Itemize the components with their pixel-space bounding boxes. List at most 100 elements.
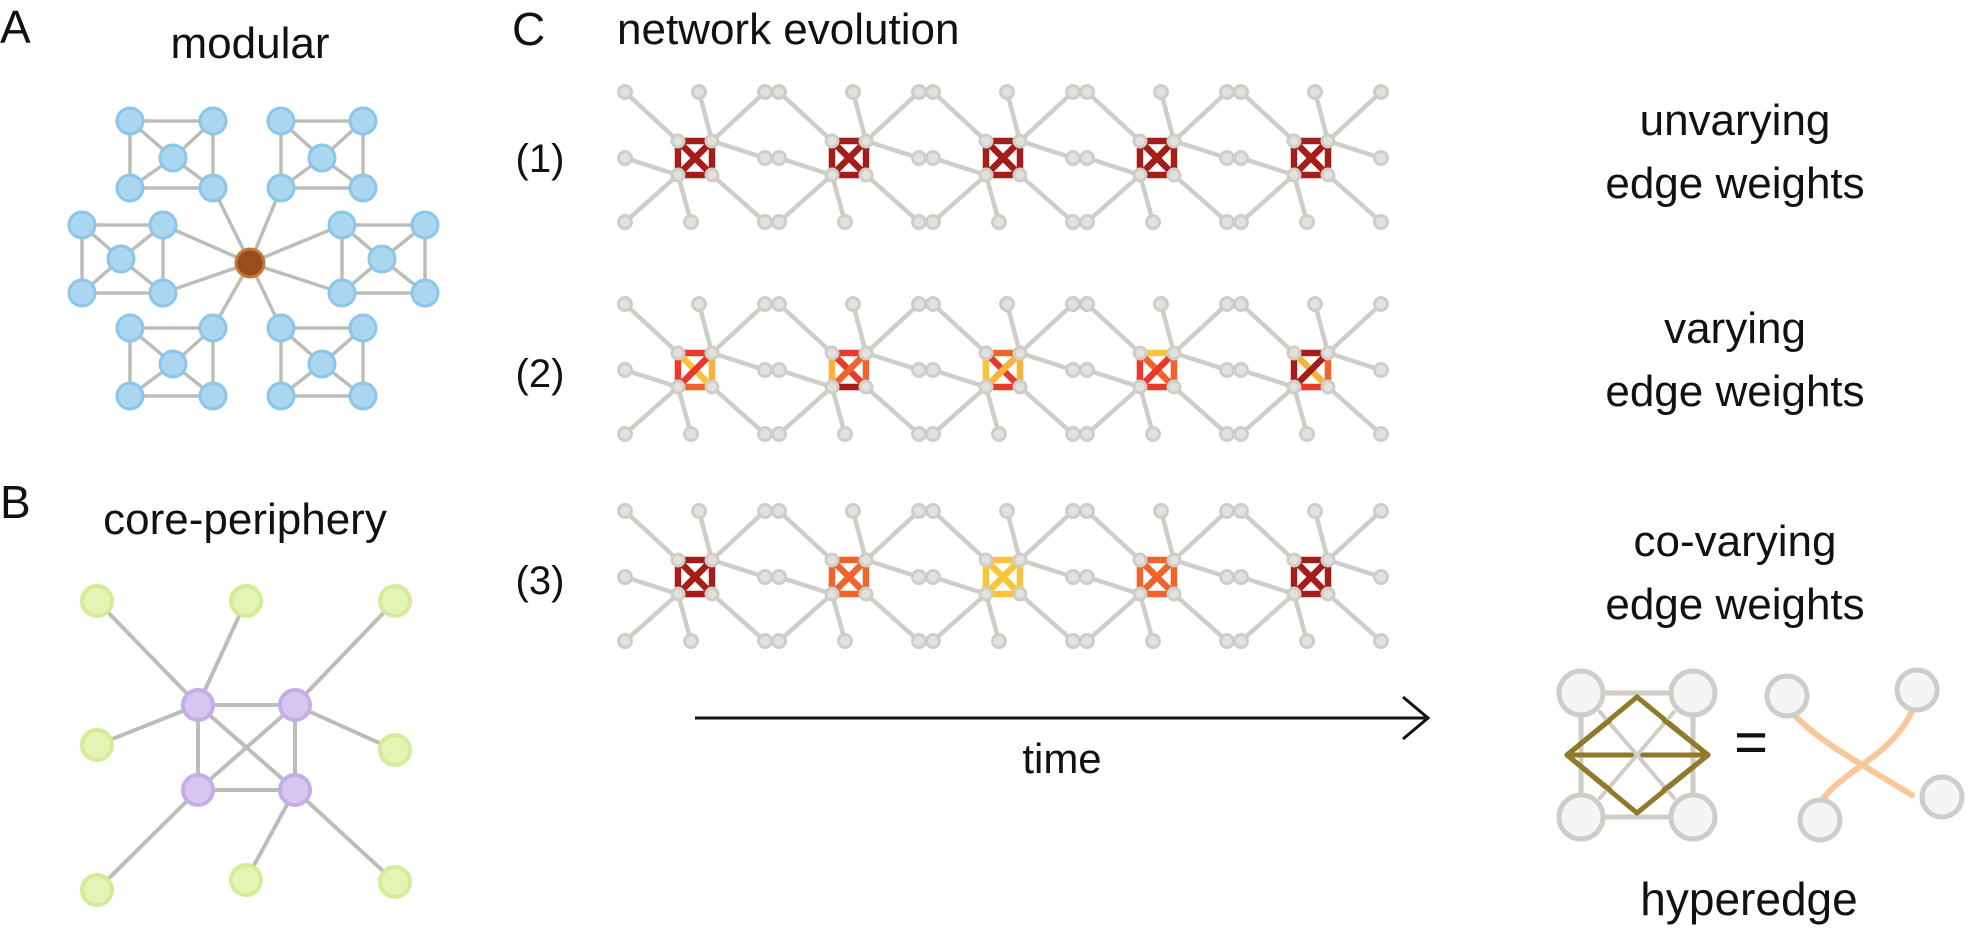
periphery-node [1065,426,1081,442]
core-node [1286,379,1302,395]
spoke-edge [1325,557,1384,580]
periphery-node [1233,214,1249,230]
periphery-node [1065,214,1081,230]
periphery-node [1079,633,1095,649]
core-node [1132,133,1148,149]
network-frame [1233,296,1389,442]
hub-edge [248,223,344,265]
periphery-node [911,362,927,378]
module-node [307,143,337,173]
core-weighted-edge [982,349,1024,391]
core-node [1012,345,1028,361]
spoke-edge [1171,384,1230,437]
spoke-edge [622,172,681,225]
core-node [858,552,874,568]
periphery-node [757,362,773,378]
spoke-edge [1017,138,1076,161]
hyperedge-gray-diagonal [1598,710,1676,800]
core-node [824,379,840,395]
periphery-edge [293,788,397,884]
periphery-node [999,84,1015,100]
core-node [1012,167,1028,183]
periphery-node [845,84,861,100]
spoke-edge [1084,591,1143,644]
periphery-node [1145,633,1161,649]
spoke-edge [829,384,848,437]
core-weighted-edge [1136,137,1178,179]
periphery-node [1153,84,1169,100]
hyperedge-illustration [1556,667,1965,843]
spoke-edge [1325,384,1384,437]
spoke-edge [863,172,922,225]
spoke-edge [696,508,715,563]
module-node [67,210,97,240]
module-node [327,210,357,240]
core-node [1132,345,1148,361]
spoke-edge [622,591,681,644]
network-frame [771,296,927,442]
periphery-node [837,214,853,230]
periphery-node [1233,362,1249,378]
core-node [1012,133,1028,149]
spoke-edge [1312,301,1331,356]
periphery-node [378,584,412,618]
spoke-edge [1017,508,1076,563]
periphery-node [771,503,787,519]
hyperedge-olive-edge [1564,752,1613,793]
periphery-node [1145,214,1161,230]
hyperedge-node [1556,668,1606,718]
spoke-edge [1004,508,1023,563]
periphery-node [1233,426,1249,442]
periphery-node [757,150,773,166]
spoke-edge [1325,301,1384,356]
spoke-edge [930,172,989,225]
spoke-edge [1171,89,1230,144]
core-weighted-edge [828,556,870,598]
hyperedge-node [1556,792,1606,842]
spoke-edge [1158,301,1177,356]
periphery-node [991,426,1007,442]
core-node [1012,379,1028,395]
row-2-label: (2) [516,352,565,396]
periphery-node [911,84,927,100]
spoke-edge [1137,384,1156,437]
periphery-edge [244,788,297,882]
core-node [1012,552,1028,568]
periphery-node [617,569,633,585]
core-weighted-edge [982,137,1024,179]
spoke-edge [1291,172,1310,225]
periphery-node [1219,503,1235,519]
periphery-edge [95,703,200,747]
spoke-edge [983,384,1002,437]
periphery-node [1079,362,1095,378]
core-node [181,773,215,807]
module-node [348,313,378,343]
periphery-node [691,503,707,519]
core-node [181,688,215,722]
periphery-node [1219,150,1235,166]
periphery-node [925,150,941,166]
spoke-edge [1017,384,1076,437]
spoke-edge [930,508,989,563]
periphery-node [1373,426,1389,442]
periphery-node [1373,362,1389,378]
panel-a-title: modular [171,19,330,68]
periphery-node [771,569,787,585]
module-node [115,173,145,203]
spoke-edge [1137,591,1156,644]
spoke-edge [930,591,989,644]
periphery-node [617,362,633,378]
spoke-edge [622,89,681,144]
periphery-node [1065,84,1081,100]
spoke-edge [850,301,869,356]
periphery-node [1373,569,1389,585]
periphery-node [229,584,263,618]
spoke-edge [930,367,989,390]
row-1-label: (1) [516,137,565,181]
periphery-node [617,503,633,519]
spoke-edge [776,574,835,597]
periphery-node [1153,296,1169,312]
spoke-edge [1084,155,1143,178]
spoke-edge [622,155,681,178]
spoke-edge [1312,508,1331,563]
